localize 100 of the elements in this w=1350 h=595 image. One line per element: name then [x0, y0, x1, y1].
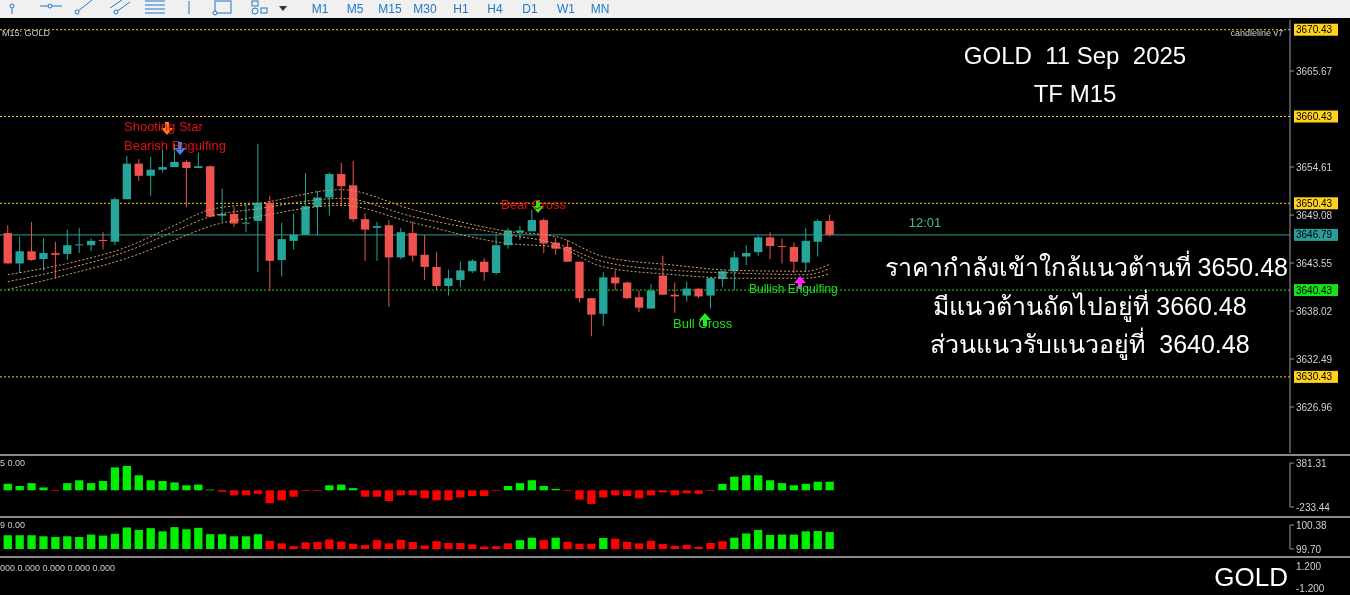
ref-line-label: 3650.43 [1296, 197, 1333, 209]
bar [384, 490, 394, 502]
y-tick-label: 3665.67 [1296, 65, 1333, 77]
candlestick [480, 257, 489, 282]
candlestick [658, 255, 668, 296]
bar [789, 485, 799, 491]
y-tick-label: -233.44 [1296, 501, 1331, 513]
bar [98, 480, 108, 491]
text: 000 0.000 0.000 0.000 0.000 [0, 563, 116, 573]
bar [825, 481, 834, 491]
bar [420, 490, 429, 499]
ref-line-label: 3670.43 [1296, 24, 1333, 36]
bar [432, 490, 441, 501]
ref-line-label: 3640.43 [1296, 284, 1333, 296]
bar [15, 486, 24, 491]
candlestick [682, 281, 691, 303]
candlestick [730, 250, 739, 291]
text: M15 [378, 2, 402, 17]
bar [110, 467, 120, 491]
annotation: 9 0.00 [0, 520, 26, 530]
y-tick-label: 381.31 [1296, 457, 1328, 469]
bar [146, 480, 155, 491]
candlestick [420, 234, 429, 281]
text: H4 [487, 2, 503, 17]
bar [39, 487, 48, 491]
bar [753, 475, 763, 491]
bar [730, 476, 739, 491]
bar [253, 490, 263, 494]
y-tick-label: 100.38 [1296, 519, 1328, 531]
bar [599, 490, 608, 498]
candlestick [742, 244, 751, 266]
candlestick [432, 251, 441, 291]
text: D1 [522, 2, 538, 17]
candlestick [337, 162, 346, 207]
annotation: มีแนวต้านถัดไปอยู่ที่ 3660.48 [933, 289, 1247, 322]
bar [575, 490, 584, 500]
bar [229, 490, 239, 496]
bar [86, 483, 96, 491]
bar [408, 490, 417, 496]
annotation: 12:01 [908, 215, 942, 230]
y-tick-label: 3626.96 [1296, 401, 1333, 413]
bar [718, 483, 727, 491]
candlestick [587, 297, 596, 337]
bar [241, 490, 251, 496]
candlestick [777, 237, 787, 264]
ref-line-label: 3630.43 [1296, 371, 1333, 383]
bar [134, 475, 143, 491]
ref-line-label: 3646.79 [1296, 229, 1333, 241]
text: GOLD [1214, 562, 1288, 592]
candlestick [229, 206, 239, 228]
bar [372, 490, 382, 497]
bar [587, 490, 596, 504]
candlestick [134, 158, 143, 182]
bar [444, 490, 453, 501]
bar [694, 490, 703, 494]
text: MN [590, 2, 610, 17]
bar [265, 490, 274, 504]
bar [170, 482, 179, 491]
bar [325, 485, 334, 491]
y-tick-label: 3643.55 [1296, 257, 1333, 269]
candlestick [27, 221, 36, 262]
candlestick [634, 289, 644, 313]
bar [480, 490, 489, 497]
text: M1 [311, 2, 329, 17]
bar [456, 490, 465, 498]
bar [682, 490, 691, 494]
candlestick [182, 159, 191, 208]
candlestick [456, 261, 465, 288]
candlestick [98, 231, 108, 251]
bar [75, 480, 84, 491]
annotation: ส่วนแนวรับแนวอยู่ที่ 3640.48 [930, 327, 1250, 360]
y-tick-label: 3632.49 [1296, 353, 1333, 365]
bar [646, 490, 656, 496]
bar [182, 485, 191, 491]
candlestick [408, 221, 417, 263]
candlestick [360, 212, 370, 262]
bar [360, 490, 370, 497]
annotation: 5 0.00 [0, 458, 26, 468]
bar [622, 490, 632, 497]
bar [63, 483, 72, 491]
candlestick [51, 241, 60, 279]
candlestick [158, 149, 167, 173]
text: M5 [346, 2, 364, 17]
y-tick-label: 3649.08 [1296, 209, 1333, 221]
candlestick [241, 203, 251, 233]
candlestick [444, 269, 453, 297]
bar [515, 483, 525, 491]
text: M30 [413, 2, 437, 17]
bar [611, 490, 620, 496]
text: TF M15 [1033, 80, 1117, 107]
text: -1.200 [1296, 583, 1325, 594]
y-tick-label: 3654.61 [1296, 161, 1333, 173]
annotation: Bullish Engulfing [749, 282, 838, 296]
annotation: candleline v7 [1230, 28, 1283, 38]
bar [527, 480, 537, 491]
candlestick [646, 283, 656, 310]
bar [765, 480, 775, 491]
text: W1 [557, 2, 576, 17]
candlestick [765, 231, 775, 260]
bar [289, 490, 298, 497]
